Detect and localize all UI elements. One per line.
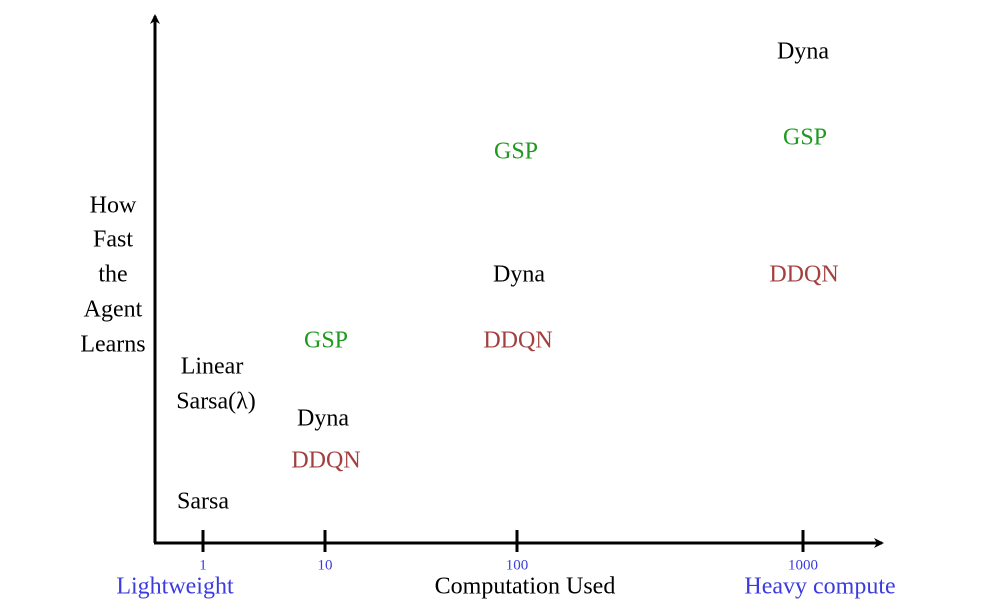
method-label: Sarsa [177, 489, 229, 515]
method-label: DDQN [483, 328, 552, 354]
y-axis-label: Learns [80, 332, 145, 358]
y-axis-label: the [98, 262, 127, 288]
method-label: Sarsa(λ) [176, 389, 256, 415]
method-label: DDQN [291, 448, 360, 474]
method-label: GSP [494, 139, 538, 165]
x-left-label: Lightweight [116, 574, 234, 600]
method-label: Dyna [297, 406, 349, 432]
x-tick-label: 100 [506, 557, 529, 573]
y-axis-label: Fast [93, 227, 133, 253]
x-axis-label: Computation Used [435, 574, 616, 600]
method-label: Dyna [777, 39, 829, 65]
method-label: GSP [304, 328, 348, 354]
method-label: Linear [181, 354, 244, 380]
x-right-label: Heavy compute [744, 574, 895, 600]
y-axis-label: Agent [84, 297, 143, 323]
x-tick-label: 1 [199, 557, 207, 573]
method-label: Dyna [493, 262, 545, 288]
x-tick-label: 1000 [788, 557, 818, 573]
method-label: DDQN [769, 262, 838, 288]
x-tick-label: 10 [318, 557, 333, 573]
y-axis-label: How [90, 193, 137, 219]
method-label: GSP [783, 125, 827, 151]
